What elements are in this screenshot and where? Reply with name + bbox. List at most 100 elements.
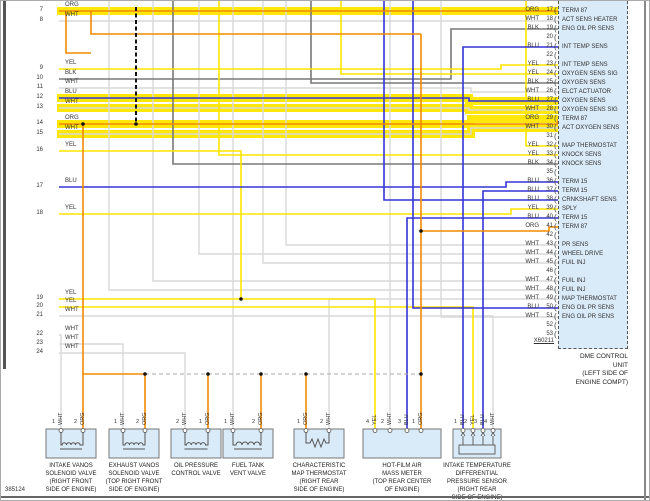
left-row-number: 12 — [36, 94, 43, 100]
component-name-line: SIDE OF ENGINE) — [293, 487, 345, 493]
wire-wht — [285, 1, 558, 246]
left-row-color-label: WHT — [65, 335, 79, 341]
terminal-color-label: WHT — [182, 412, 188, 425]
resistor-symbol — [305, 432, 330, 449]
pin-wire-color: YEL — [527, 142, 539, 148]
left-row-color-label: WHT — [65, 344, 79, 350]
pin-number: 43 — [546, 241, 553, 247]
wire-wht — [440, 1, 558, 318]
wire-yel — [59, 150, 242, 299]
pin-terminal-bracket: ( — [554, 159, 557, 168]
pin-wire-color: BLU — [527, 214, 539, 220]
component-name-line: FUEL TANK — [231, 463, 265, 469]
component-name-line: (RIGHT REAR — [457, 487, 497, 493]
terminal-number: 1 — [412, 419, 416, 425]
pin-number: 50 — [546, 304, 553, 310]
left-row-number: 18 — [36, 210, 43, 216]
wire-yel — [59, 306, 474, 428]
pin-terminal-bracket: ( — [554, 240, 557, 249]
component-name-line: OF ENGINE) — [384, 487, 420, 493]
terminal-color-label: WHT — [58, 412, 64, 425]
terminal-socket — [182, 428, 188, 433]
pin-terminal-bracket: ( — [554, 24, 557, 33]
pin-number: 45 — [546, 259, 553, 265]
pin-terminal-bracket: ( — [554, 78, 557, 87]
wire-yel — [59, 298, 376, 428]
pin-number: 22 — [546, 52, 553, 58]
component-name-line: SOLENOID VALVE — [45, 471, 97, 477]
pin-number: 53 — [546, 331, 553, 337]
wire-blu — [412, 1, 558, 309]
pin-terminal-bracket: ( — [554, 15, 557, 24]
pin-number: 29 — [546, 115, 553, 121]
pin-wire-color: YEL — [527, 61, 539, 67]
wire-wht — [152, 1, 558, 282]
terminal-number: 4 — [366, 419, 370, 425]
pin-wire-color: BLU — [527, 196, 539, 202]
pin-number: 18 — [546, 16, 553, 22]
pin-wire-color: WHT — [525, 286, 539, 292]
pin-function-label: OXYGEN SENS SIG — [562, 107, 618, 113]
left-row-number: 16 — [36, 147, 43, 153]
pin-number: 42 — [546, 232, 553, 238]
pin-wire-color: WHT — [525, 16, 539, 22]
pin-wire-color: ORG — [525, 7, 539, 13]
wire-blk — [310, 1, 558, 84]
terminal-color-label: YEL — [372, 414, 378, 425]
left-row-color-label: YEL — [65, 142, 77, 148]
pin-number: 32 — [546, 142, 553, 148]
pin-wire-color: BLK — [527, 79, 539, 85]
junction-dot — [419, 229, 423, 233]
terminal-number: 1 — [224, 419, 228, 425]
pin-function-label: KNOCK SENS — [562, 152, 602, 158]
pin-function-label: OXYGEN SENS — [562, 98, 606, 104]
terminal-color-label: WHT — [490, 412, 496, 425]
pin-wire-color: WHT — [525, 241, 539, 247]
wire-wht — [59, 107, 558, 111]
pin-wire-color: BLU — [527, 97, 539, 103]
junction-dot — [419, 372, 423, 376]
terminal-socket — [303, 428, 309, 433]
dme-unit-title-line: ENGINE COMPT) — [575, 378, 628, 386]
pin-terminal-bracket: ( — [554, 195, 557, 204]
wire-blu — [59, 181, 558, 188]
component-name-line: HOT-FILM AIR — [382, 463, 422, 469]
pin-terminal-bracket: ( — [554, 285, 557, 294]
terminal-arrow — [490, 431, 496, 437]
pin-wire-color: YEL — [527, 70, 539, 76]
pin-function-label: OXYGEN SENS SIG — [562, 71, 618, 77]
wire-blu — [482, 190, 558, 428]
left-row-color-label: YEL — [65, 205, 77, 211]
wire-wht — [59, 315, 494, 428]
wire-org — [90, 11, 421, 35]
pin-terminal-bracket: ( — [554, 186, 557, 195]
component-name-line: MAP THERMOSTAT — [291, 471, 347, 477]
terminal-socket — [230, 428, 236, 433]
pin-terminal-bracket: ( — [554, 6, 557, 15]
pin-wire-color: YEL — [527, 205, 539, 211]
pin-number: 39 — [546, 205, 553, 211]
terminal-number: 3 — [398, 419, 402, 425]
left-row-number: 19 — [36, 295, 43, 301]
pin-function-label: KNOCK SENS — [562, 161, 602, 167]
pin-terminal-bracket: ( — [554, 303, 557, 312]
pin-terminal-bracket: ( — [554, 330, 557, 339]
component-name-line: INTAKE TEMPERATURE — [443, 463, 511, 469]
coil-symbol — [184, 432, 209, 446]
coil-symbol — [60, 432, 84, 446]
pin-terminal-bracket: ( — [554, 51, 557, 60]
pin-function-label: TERM 87 — [562, 8, 588, 14]
terminal-socket — [142, 428, 148, 433]
left-row-number: 13 — [36, 104, 43, 110]
pin-number: 37 — [546, 187, 553, 193]
terminal-number: 2 — [464, 419, 468, 425]
terminal-number: 1 — [52, 419, 56, 425]
terminal-socket — [258, 428, 264, 433]
component-name-line: (RIGHT FRONT — [49, 479, 93, 485]
pin-number: 26 — [546, 88, 553, 94]
terminal-socket — [205, 428, 211, 433]
pin-wire-color: BLU — [527, 178, 539, 184]
pin-wire-color: WHT — [525, 313, 539, 319]
pin-function-label: FUIL INJ — [562, 278, 586, 284]
coil-symbol — [232, 432, 262, 446]
